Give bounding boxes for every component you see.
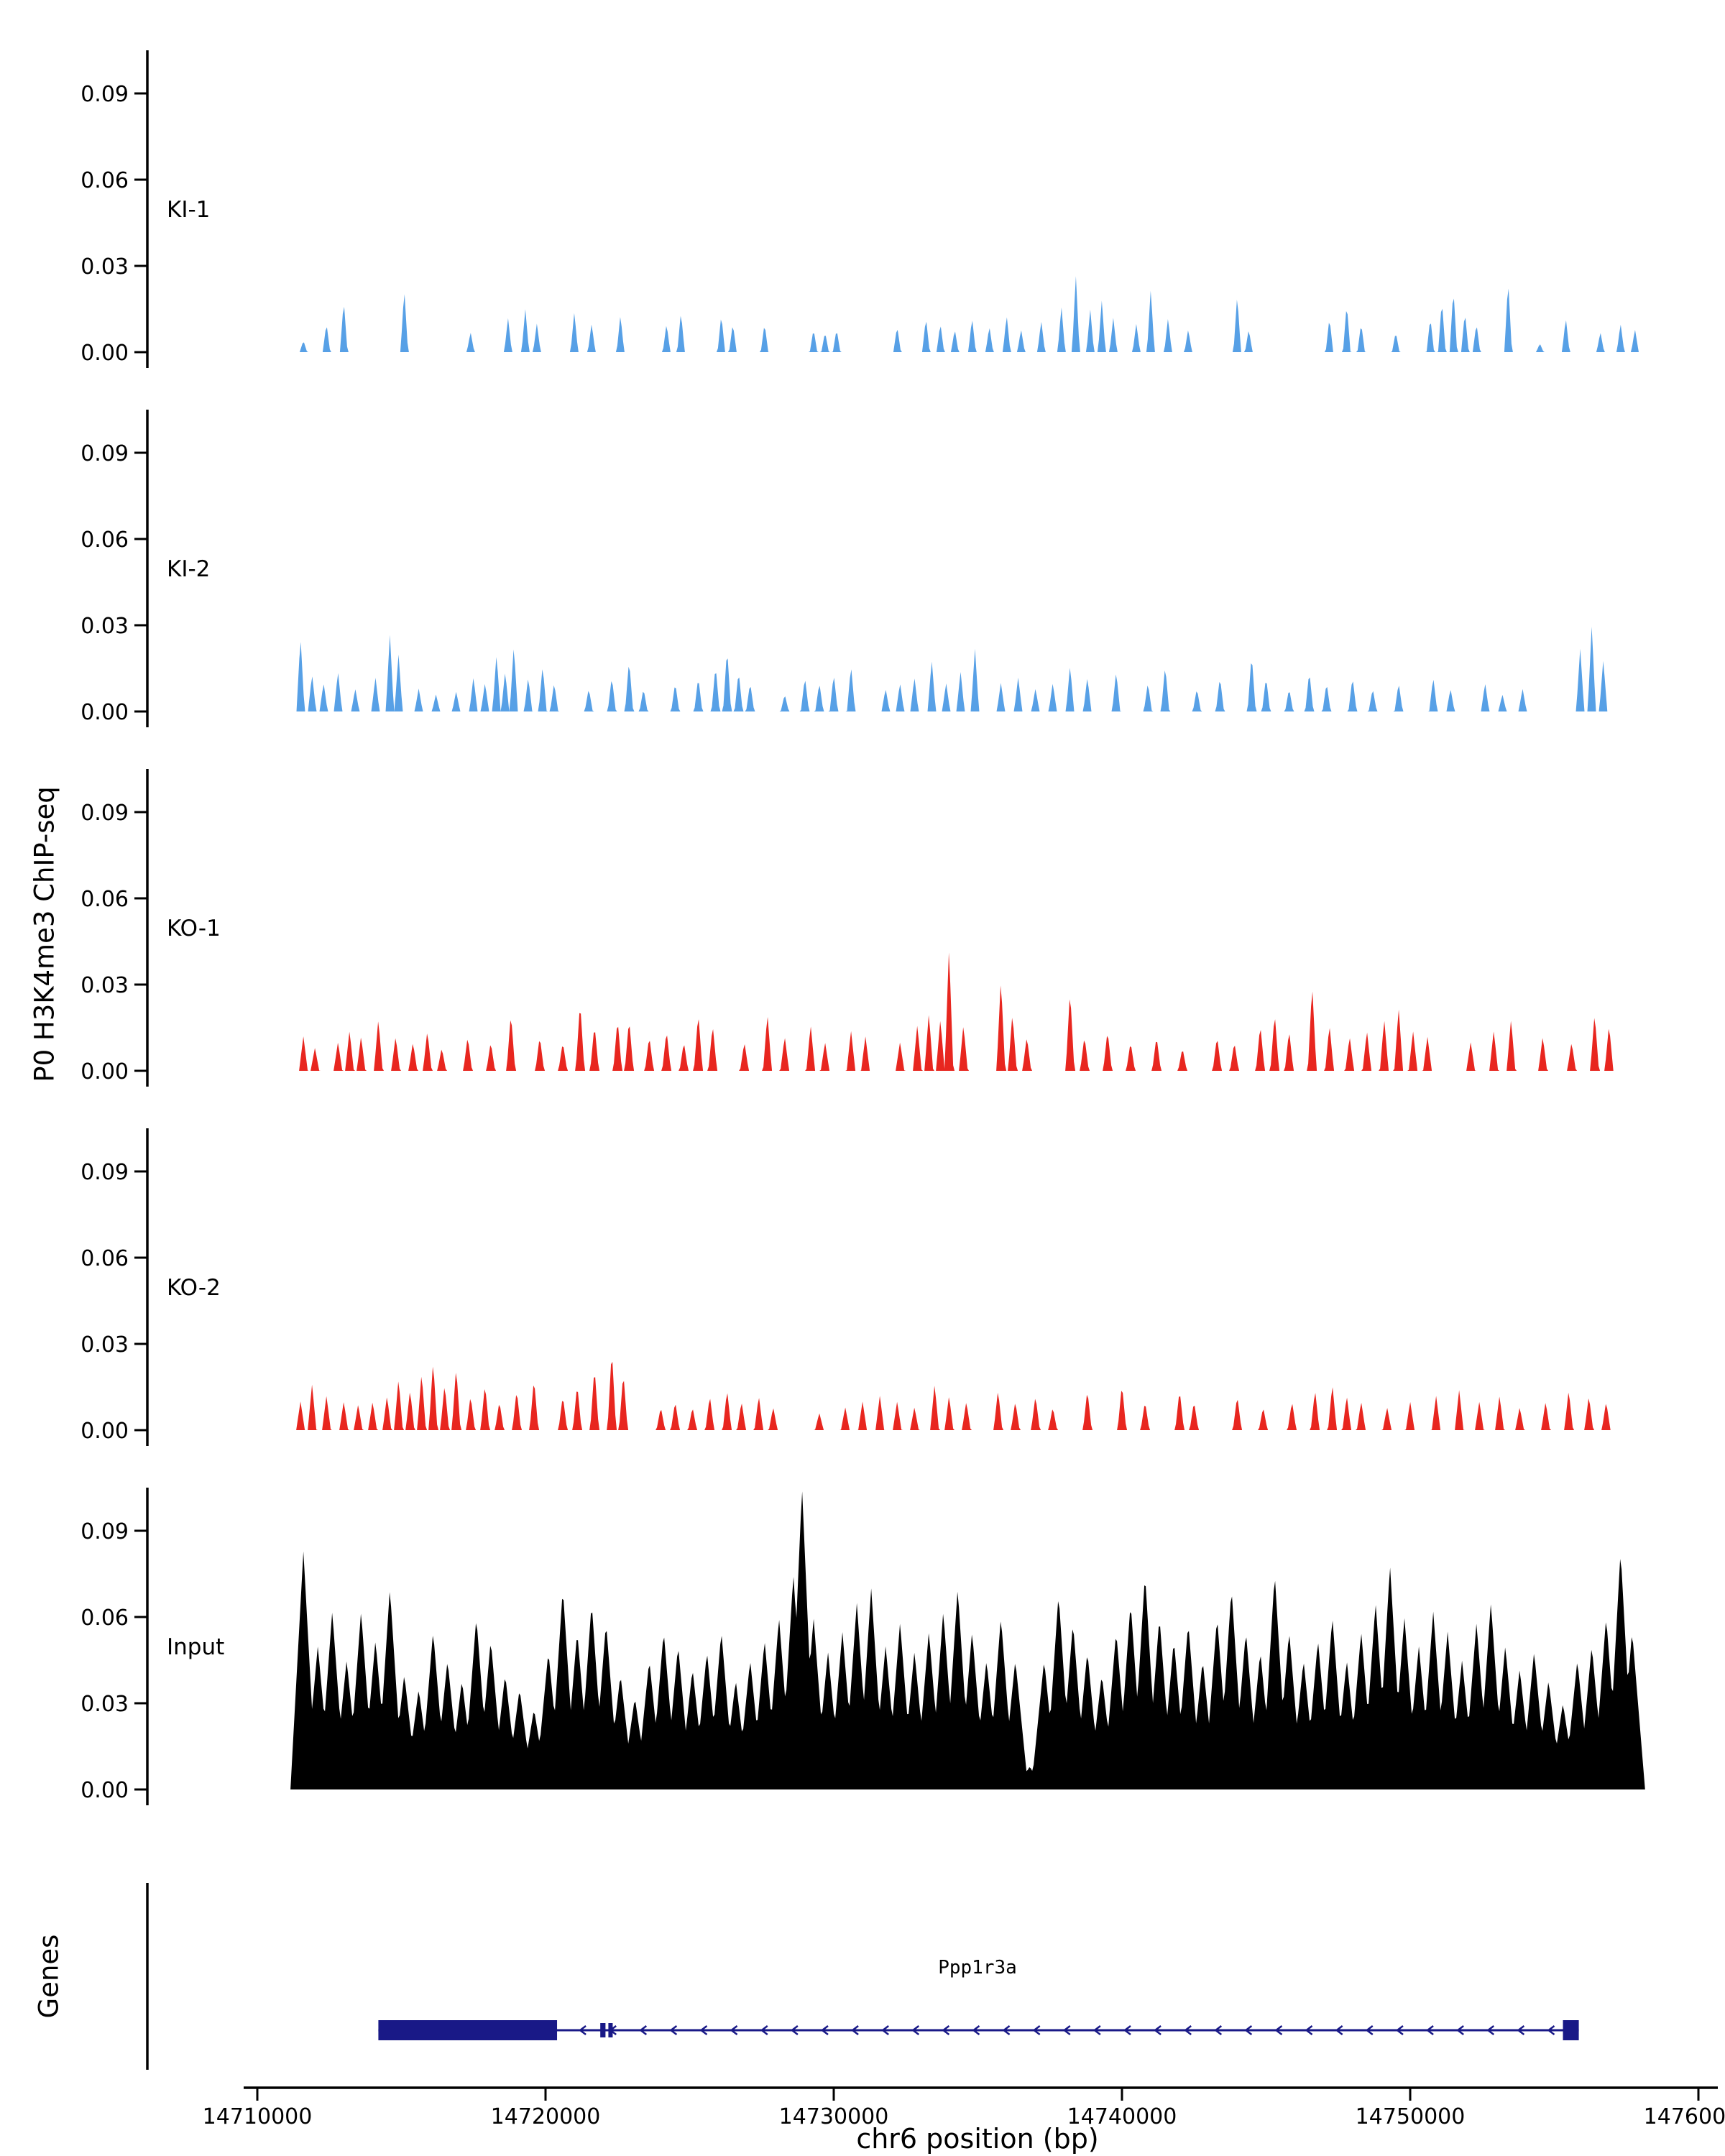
y-tick-label: 0.09 [80, 1519, 129, 1544]
gene-exon [1563, 2020, 1579, 2040]
y-tick-label: 0.06 [80, 168, 129, 193]
y-tick-label: 0.03 [80, 254, 129, 280]
strand-arrow-icon [1214, 2025, 1223, 2035]
strand-arrow-icon [790, 2025, 799, 2035]
x-tick-label: 14740000 [1067, 2104, 1177, 2129]
strand-arrow-icon [1335, 2025, 1343, 2035]
x-axis: 14710000 14720000 14730000 14740000 14750000… [203, 2086, 1725, 2129]
strand-arrow-icon [1002, 2025, 1011, 2035]
y-tick-label: 0.03 [80, 614, 129, 639]
genes-panel-label: Genes [33, 1934, 65, 2019]
strand-arrow-icon [911, 2025, 920, 2035]
y-tick-label: 0.00 [80, 1778, 129, 1803]
strand-arrow-icon [1426, 2025, 1434, 2035]
strand-arrow-icon [972, 2025, 980, 2035]
y-tick-label: 0.03 [80, 973, 129, 998]
strand-arrow-icon [1365, 2025, 1374, 2035]
strand-arrow-icon [1395, 2025, 1404, 2035]
strand-arrow-icon [669, 2025, 678, 2035]
strand-arrow-icon [1456, 2025, 1464, 2035]
signal-area-KO-2 [296, 1361, 1611, 1430]
x-axis-title: chr6 position (bp) [856, 2123, 1099, 2155]
signal-area-KI-2 [296, 627, 1608, 711]
track-label-KI-2: KI-2 [167, 556, 210, 582]
track-label-KI-1: KI-1 [167, 197, 210, 223]
gene-exon [378, 2020, 558, 2040]
y-tick-label: 0.09 [80, 801, 129, 826]
strand-arrow-icon [1305, 2025, 1313, 2035]
strand-arrow-icon [1184, 2025, 1192, 2035]
strand-arrow-icon [1123, 2025, 1131, 2035]
strand-arrow-icon [1517, 2025, 1525, 2035]
track-panel-KO-2: 0.09 0.06 0.03 0.00 KO-2 [80, 1128, 1611, 1446]
y-tick-label: 0.00 [80, 1419, 129, 1444]
gene-name-label: Ppp1r3a [938, 1957, 1017, 1978]
track-panel-KO-1: 0.09 0.06 0.03 0.00 KO-1 [80, 769, 1614, 1087]
x-tick-label: 14730000 [779, 2104, 889, 2129]
y-tick-label: 0.06 [80, 1606, 129, 1631]
y-tick-label: 0.09 [80, 441, 129, 466]
x-tick-label: 14710000 [203, 2104, 313, 2129]
signal-area-Input [290, 1491, 1645, 1789]
strand-arrow-icon [1062, 2025, 1071, 2035]
strand-arrow-icon [760, 2025, 768, 2035]
strand-arrow-icon [1154, 2025, 1162, 2035]
y-tick-label: 0.06 [80, 1246, 129, 1271]
y-tick-label: 0.00 [80, 341, 129, 366]
strand-arrow-icon [1244, 2025, 1253, 2035]
strand-arrow-icon [1274, 2025, 1283, 2035]
y-tick-label: 0.09 [80, 82, 129, 107]
x-tick-label: 14760000 [1644, 2104, 1725, 2129]
track-panel-Input: 0.09 0.06 0.03 0.00 Input [80, 1488, 1645, 1805]
y-axis-title: P0 H3K4me3 ChIP-seq [29, 786, 60, 1082]
track-panel-KI-1: 0.09 0.06 0.03 0.00 KI-1 [80, 50, 1639, 368]
track-label-KO-1: KO-1 [167, 916, 221, 941]
strand-arrow-icon [851, 2025, 859, 2035]
strand-arrow-icon [699, 2025, 708, 2035]
strand-arrow-icon [1032, 2025, 1041, 2035]
strand-arrow-icon [730, 2025, 738, 2035]
track-label-KO-2: KO-2 [167, 1275, 221, 1301]
x-tick-label: 14720000 [491, 2104, 601, 2129]
y-tick-label: 0.06 [80, 528, 129, 553]
signal-area-KO-1 [299, 952, 1614, 1071]
genes-panel [146, 1883, 1579, 2070]
gene-small-exon [600, 2023, 606, 2037]
strand-arrow-icon [579, 2025, 586, 2035]
strand-arrow-icon [820, 2025, 829, 2035]
strand-arrow-icon [942, 2025, 950, 2035]
strand-arrow-icon [1092, 2025, 1101, 2035]
strand-arrow-icon [609, 2025, 617, 2035]
y-tick-label: 0.09 [80, 1160, 129, 1185]
x-tick-label: 14750000 [1356, 2104, 1466, 2129]
y-tick-label: 0.06 [80, 887, 129, 912]
track-label-Input: Input [167, 1634, 224, 1660]
y-tick-label: 0.03 [80, 1332, 129, 1358]
y-tick-label: 0.03 [80, 1692, 129, 1717]
strand-arrow-icon [1486, 2025, 1495, 2035]
strand-arrow-icon [639, 2025, 648, 2035]
y-tick-label: 0.00 [80, 1059, 129, 1084]
y-tick-label: 0.00 [80, 700, 129, 725]
strand-arrow-icon [1547, 2025, 1555, 2035]
strand-arrow-icon [881, 2025, 889, 2035]
signal-area-KI-1 [299, 276, 1639, 352]
track-panel-KI-2: 0.09 0.06 0.03 0.00 KI-2 [80, 410, 1608, 727]
